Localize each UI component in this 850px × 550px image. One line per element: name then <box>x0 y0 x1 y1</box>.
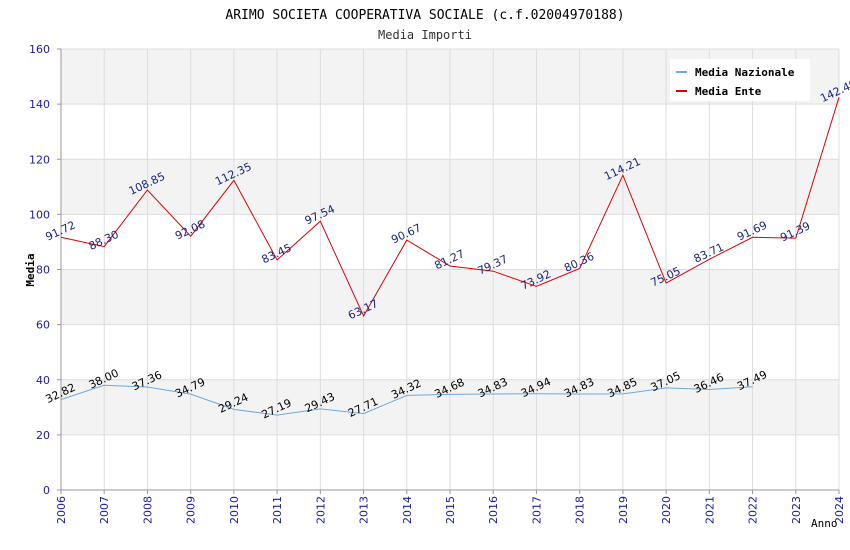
x-tick-label: 2024 <box>833 496 846 524</box>
y-axis-label: Media <box>24 253 37 286</box>
series-line-1 <box>60 97 840 317</box>
y-tick-label: 80 <box>36 264 50 277</box>
y-tick-label: 20 <box>36 429 50 442</box>
y-tick-label: 100 <box>29 208 50 221</box>
legend-box <box>670 59 810 101</box>
y-tick-label: 140 <box>29 98 50 111</box>
x-tick-label: 2019 <box>617 496 630 524</box>
x-tick-label: 2015 <box>444 496 457 524</box>
x-tick-label: 2020 <box>660 496 673 524</box>
x-tick-label: 2010 <box>228 496 241 524</box>
x-tick-label: 2014 <box>401 496 414 524</box>
x-tick-label: 2009 <box>185 496 198 524</box>
y-tick-label: 160 <box>29 43 50 56</box>
chart-subtitle: Media Importi <box>378 28 472 42</box>
y-tick-label: 40 <box>36 374 50 387</box>
x-tick-label: 2007 <box>98 496 111 524</box>
x-tick-label: 2016 <box>487 496 500 524</box>
legend: Media Nazionale Media Ente <box>670 59 810 101</box>
chart-title: ARIMO SOCIETA COOPERATIVA SOCIALE (c.f.0… <box>225 8 624 23</box>
x-tick-label: 2018 <box>574 496 587 524</box>
x-tick-label: 2023 <box>790 496 803 524</box>
y-tick-label: 120 <box>29 153 50 166</box>
series-line-0 <box>60 384 753 416</box>
y-tick-label: 60 <box>36 319 50 332</box>
axes: 0 20 40 60 80 100 120 140 160 2006 2007 2008 2009 201… <box>29 43 846 524</box>
x-tick-label: 2008 <box>141 496 154 524</box>
x-tick-label: 2022 <box>747 496 760 524</box>
x-tick-label: 2006 <box>55 496 68 524</box>
legend-label: Media Nazionale <box>695 66 795 79</box>
x-tick-label: 2012 <box>314 496 327 524</box>
legend-label: Media Ente <box>695 85 762 98</box>
x-tick-label: 2017 <box>530 496 543 524</box>
x-tick-label: 2021 <box>703 496 716 524</box>
x-tick-label: 2011 <box>271 496 284 524</box>
series-layer <box>60 97 840 416</box>
y-tick-label: 0 <box>43 484 50 497</box>
x-axis-label: Anno <box>811 517 838 530</box>
x-tick-label: 2013 <box>358 496 371 524</box>
